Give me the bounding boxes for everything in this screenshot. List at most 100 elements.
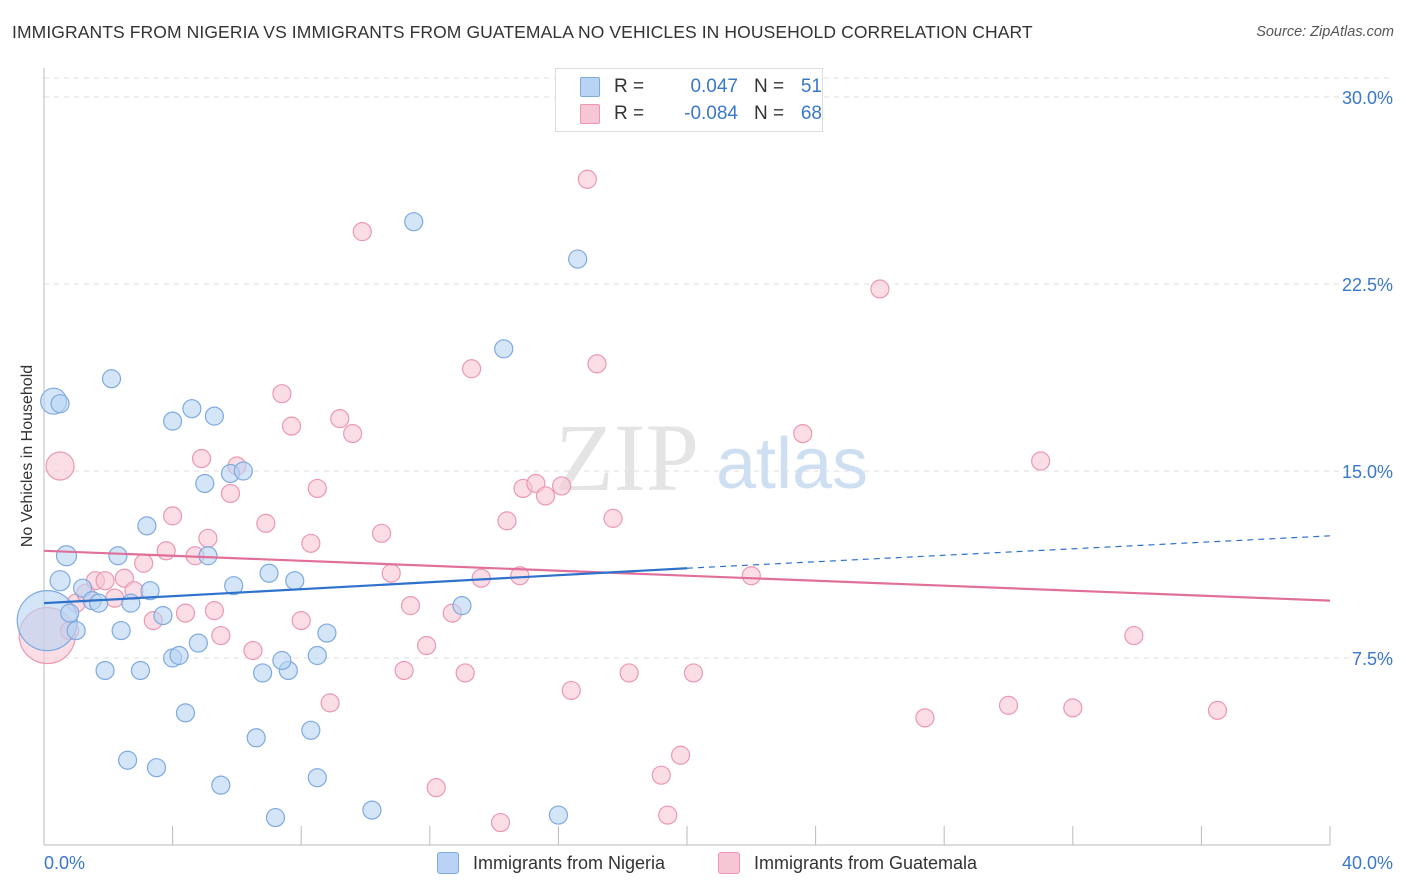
guatemala-point <box>670 745 691 765</box>
nigeria-point <box>50 394 70 414</box>
guatemala-point <box>330 409 350 429</box>
nigeria-point <box>111 620 131 641</box>
nigeria-point <box>175 703 196 723</box>
nigeria-point <box>188 633 208 653</box>
guatemala-point <box>134 553 154 573</box>
axes <box>43 68 1331 846</box>
guatemala-point <box>45 451 75 481</box>
guatemala-point <box>211 625 231 646</box>
chart-title: IMMIGRANTS FROM NIGERIA VS IMMIGRANTS FR… <box>12 22 1033 42</box>
guatemala-point <box>1124 625 1144 646</box>
guatemala-point <box>156 541 176 561</box>
nigeria-point <box>101 369 122 389</box>
guatemala-point <box>204 601 224 621</box>
nigeria-points <box>16 212 588 828</box>
guatemala-point <box>497 511 517 531</box>
nigeria-point <box>16 589 78 652</box>
nigeria-point <box>121 593 141 613</box>
guatemala-point <box>510 566 530 586</box>
nigeria-n-value: 51 <box>800 76 822 97</box>
x-tick-label: 40.0% <box>1342 853 1393 873</box>
guatemala-point <box>793 424 813 444</box>
nigeria-point <box>259 563 279 583</box>
n-label: N = <box>754 76 785 97</box>
nigeria-point <box>130 660 151 681</box>
guatemala-r-value: -0.084 <box>684 103 738 124</box>
nigeria-point <box>285 571 305 591</box>
guatemala-point <box>371 523 392 543</box>
tick-labels: 7.5% 15.0% 22.5% 30.0% 0.0% 40.0% <box>44 88 1393 873</box>
grid-lines <box>44 77 1392 659</box>
nigeria-point <box>548 805 569 825</box>
nigeria-point <box>153 606 173 626</box>
nigeria-point <box>494 339 514 359</box>
nigeria-point <box>253 663 273 683</box>
nigeria-point <box>246 728 266 748</box>
guatemala-point <box>461 359 482 379</box>
watermark-atlas: atlas <box>716 424 868 504</box>
nigeria-trendline <box>43 567 688 605</box>
nigeria-swatch <box>580 77 600 97</box>
legend-row-nigeria: R = 0.047 N = 51 <box>580 75 822 99</box>
guatemala-point <box>381 563 401 583</box>
guatemala-point <box>490 812 511 833</box>
nigeria-legend-swatch <box>437 852 459 874</box>
guatemala-point <box>603 508 623 528</box>
nigeria-point <box>307 645 327 666</box>
guatemala-point <box>291 610 311 631</box>
nigeria-point <box>146 758 167 778</box>
guatemala-point <box>619 663 639 683</box>
watermark: ZIP atlas <box>555 404 868 511</box>
guatemala-point <box>741 566 761 586</box>
nigeria-point <box>272 650 292 671</box>
guatemala-point <box>343 424 363 444</box>
nigeria-point <box>301 720 321 740</box>
trendlines <box>43 535 1331 605</box>
nigeria-point <box>169 645 189 666</box>
stats-legend: R = 0.047 N = 51 R = -0.084 N = 68 <box>555 68 823 132</box>
guatemala-point <box>651 765 671 785</box>
guatemala-point <box>426 778 446 798</box>
nigeria-point <box>362 800 382 820</box>
nigeria-point <box>49 570 71 592</box>
guatemala-point <box>552 476 572 496</box>
guatemala-point <box>163 506 183 526</box>
source-label: Source: ZipAtlas.com <box>1256 24 1394 40</box>
legend-item-guatemala[interactable]: Immigrants from Guatemala <box>718 852 977 874</box>
nigeria-point <box>55 545 78 567</box>
nigeria-point <box>140 581 160 601</box>
guatemala-point <box>683 663 704 683</box>
guatemala-point <box>220 483 241 504</box>
nigeria-legend-label: Immigrants from Nigeria <box>473 852 666 873</box>
nigeria-point <box>89 593 109 613</box>
nigeria-point <box>452 596 472 616</box>
guatemala-point <box>577 169 597 189</box>
guatemala-point <box>998 695 1019 715</box>
guatemala-point <box>272 384 292 404</box>
x-tick-label: 0.0% <box>44 853 85 873</box>
y-tick-label: 7.5% <box>1352 649 1393 669</box>
guatemala-point <box>561 680 581 701</box>
nigeria-point <box>307 768 327 788</box>
nigeria-point <box>404 212 424 232</box>
guatemala-point <box>658 805 678 825</box>
guatemala-point <box>455 663 475 683</box>
nigeria-point <box>204 406 224 426</box>
guatemala-trendline <box>43 549 1331 602</box>
guatemala-point <box>352 222 372 242</box>
n-label: N = <box>754 103 785 124</box>
nigeria-point <box>317 623 337 643</box>
legend-item-nigeria[interactable]: Immigrants from Nigeria <box>437 852 665 874</box>
nigeria-point <box>137 516 157 536</box>
nigeria-point <box>163 411 183 431</box>
guatemala-point <box>95 571 115 591</box>
nigeria-point <box>182 399 202 419</box>
guatemala-point <box>416 635 437 656</box>
nigeria-point <box>108 546 128 566</box>
nigeria-point <box>233 461 253 481</box>
guatemala-point <box>175 603 196 623</box>
nigeria-point <box>265 807 286 828</box>
guatemala-point <box>587 354 607 374</box>
guatemala-point <box>915 708 935 728</box>
nigeria-point <box>198 546 218 566</box>
